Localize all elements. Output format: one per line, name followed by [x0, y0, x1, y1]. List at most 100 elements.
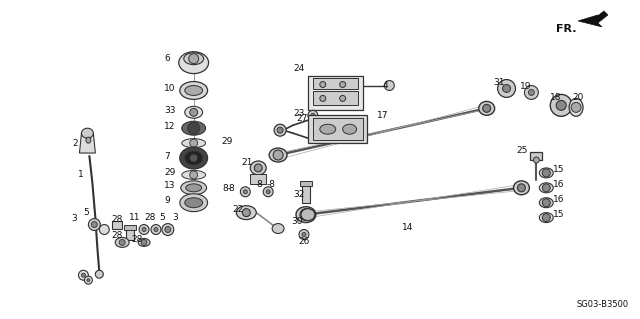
Circle shape: [300, 209, 312, 220]
Ellipse shape: [236, 206, 256, 219]
Circle shape: [141, 240, 147, 245]
Ellipse shape: [179, 52, 209, 74]
Bar: [313, 118, 362, 140]
Ellipse shape: [182, 121, 205, 135]
Circle shape: [162, 224, 174, 235]
Circle shape: [84, 276, 92, 284]
Ellipse shape: [180, 181, 207, 195]
Ellipse shape: [296, 207, 316, 223]
Circle shape: [550, 94, 572, 116]
Text: 16: 16: [553, 195, 564, 204]
Text: 1: 1: [77, 170, 83, 179]
Ellipse shape: [185, 151, 203, 165]
Circle shape: [529, 89, 534, 95]
Text: 8: 8: [228, 184, 234, 193]
Circle shape: [154, 227, 158, 232]
Text: 3: 3: [72, 214, 77, 223]
Circle shape: [542, 184, 550, 192]
Text: 5: 5: [83, 208, 89, 217]
Circle shape: [542, 199, 550, 207]
Ellipse shape: [184, 53, 204, 65]
Ellipse shape: [342, 124, 356, 134]
Text: 24: 24: [293, 64, 304, 73]
Text: 18: 18: [550, 93, 562, 102]
Circle shape: [302, 233, 306, 236]
Circle shape: [542, 169, 550, 177]
Text: 31: 31: [493, 78, 505, 87]
Ellipse shape: [301, 209, 315, 220]
Circle shape: [189, 108, 198, 116]
Ellipse shape: [180, 194, 207, 211]
Text: FR.: FR.: [556, 24, 576, 34]
Ellipse shape: [185, 106, 203, 118]
Circle shape: [92, 222, 97, 227]
Ellipse shape: [540, 213, 553, 223]
Circle shape: [556, 100, 566, 110]
Text: 4: 4: [382, 81, 388, 90]
Text: 19: 19: [520, 82, 531, 91]
Text: 29: 29: [164, 168, 175, 177]
Ellipse shape: [86, 137, 91, 143]
Circle shape: [79, 270, 88, 280]
Circle shape: [81, 273, 85, 277]
Circle shape: [151, 225, 161, 234]
Text: 28: 28: [111, 231, 123, 240]
Text: 28: 28: [111, 215, 123, 224]
Ellipse shape: [269, 148, 287, 162]
Circle shape: [189, 54, 198, 64]
Text: 2: 2: [72, 139, 78, 148]
Circle shape: [189, 154, 198, 162]
Text: 28: 28: [131, 235, 143, 244]
Bar: [313, 78, 358, 89]
Text: 30: 30: [291, 217, 303, 226]
Text: SG03-B3500: SG03-B3500: [576, 300, 628, 308]
Text: 8: 8: [256, 180, 262, 189]
Circle shape: [483, 104, 491, 112]
Circle shape: [502, 85, 511, 93]
Text: 9: 9: [164, 196, 170, 205]
Ellipse shape: [250, 161, 266, 175]
Text: 23: 23: [293, 109, 305, 118]
Text: 5: 5: [159, 213, 164, 222]
Circle shape: [340, 82, 346, 87]
Ellipse shape: [569, 99, 583, 116]
Circle shape: [99, 225, 109, 234]
Ellipse shape: [540, 183, 553, 193]
Text: 10: 10: [164, 84, 175, 93]
Circle shape: [533, 157, 540, 163]
Circle shape: [263, 187, 273, 197]
Text: 8-: 8-: [223, 184, 232, 193]
Text: 13: 13: [164, 181, 175, 190]
Circle shape: [189, 139, 198, 147]
Ellipse shape: [186, 184, 202, 192]
Circle shape: [571, 102, 581, 112]
Circle shape: [542, 214, 550, 222]
Text: 16: 16: [553, 180, 564, 189]
Text: 12: 12: [164, 122, 175, 131]
Text: 20: 20: [572, 93, 584, 102]
Ellipse shape: [513, 181, 529, 195]
Text: 33: 33: [164, 106, 175, 115]
Circle shape: [266, 190, 270, 194]
Text: -8: -8: [266, 180, 275, 189]
Circle shape: [273, 150, 283, 160]
Circle shape: [320, 82, 326, 87]
Ellipse shape: [180, 147, 207, 169]
Circle shape: [277, 127, 283, 133]
Text: 15: 15: [553, 166, 564, 174]
Circle shape: [119, 240, 125, 245]
Ellipse shape: [479, 101, 495, 115]
Ellipse shape: [272, 224, 284, 234]
Text: 15: 15: [553, 210, 564, 219]
Circle shape: [311, 113, 315, 117]
Circle shape: [95, 270, 103, 278]
Circle shape: [88, 219, 100, 231]
Bar: [124, 225, 136, 230]
Text: 3: 3: [172, 213, 177, 222]
Polygon shape: [578, 11, 608, 27]
Text: 26: 26: [298, 237, 309, 246]
Ellipse shape: [540, 198, 553, 208]
Bar: [126, 226, 134, 241]
Circle shape: [524, 85, 538, 100]
Text: 22: 22: [232, 205, 244, 214]
